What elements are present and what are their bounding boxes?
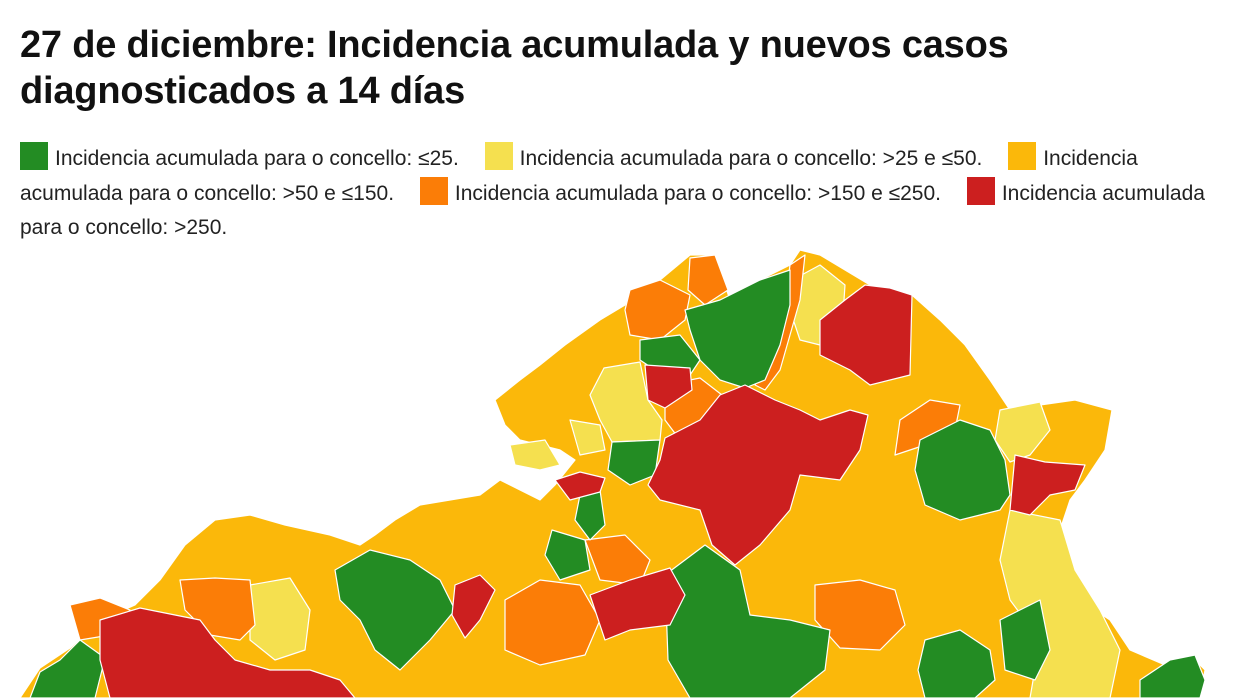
municipality [664, 544, 831, 698]
municipality [917, 629, 996, 698]
municipality [29, 639, 106, 698]
legend-label: Incidencia acumulada para o concello: >5… [20, 147, 1138, 205]
legend-item-50-150: Incidencia acumulada para o concello: >5… [20, 142, 1138, 205]
municipality [687, 254, 729, 306]
map-title: 27 de diciembre: Incidencia acumulada y … [20, 24, 1009, 112]
legend-item-gt250: Incidencia acumulada para o concello: >2… [20, 176, 1205, 240]
municipality [814, 579, 906, 651]
legend-item-25-50: Incidencia acumulada para o concello: >2… [484, 142, 1003, 170]
municipality [644, 364, 693, 409]
legend-label: Incidencia acumulada para o concello: ≤2… [55, 147, 459, 170]
legend-swatch-orange [419, 176, 448, 205]
legend-swatch-amber [1008, 142, 1037, 170]
legend-label: Incidencia acumulada para o concello: >2… [20, 181, 1205, 240]
municipality [1139, 654, 1206, 698]
municipality [999, 509, 1121, 698]
legend-item-150-250: Incidencia acumulada para o concello: >1… [419, 176, 961, 205]
municipality [249, 577, 311, 661]
legend-label: Incidencia acumulada para o concello: >2… [519, 147, 983, 170]
municipality [569, 419, 606, 456]
municipality [914, 419, 1011, 521]
municipality [1009, 454, 1086, 516]
municipality [684, 269, 791, 389]
municipality [99, 607, 356, 698]
municipality [589, 567, 686, 641]
municipality [607, 439, 661, 486]
municipality [999, 599, 1051, 681]
municipality [509, 439, 561, 471]
municipality [554, 471, 606, 501]
municipality [179, 577, 256, 641]
legend: Incidencia acumulada para o concello: ≤2… [20, 142, 1225, 246]
municipality [624, 279, 691, 341]
municipality [334, 549, 456, 671]
legend-item-le25: Incidencia acumulada para o concello: ≤2… [20, 142, 479, 170]
municipality [451, 574, 496, 639]
municipality [647, 384, 869, 566]
municipality [819, 284, 913, 386]
choropleth-map [0, 245, 1248, 698]
municipality-map [19, 249, 1206, 698]
municipality [544, 529, 591, 581]
legend-swatch-light-yellow [484, 142, 513, 170]
municipality [584, 534, 651, 586]
legend-swatch-red [966, 176, 995, 205]
legend-swatch-green [20, 142, 48, 170]
municipality [504, 579, 601, 666]
legend-label: Incidencia acumulada para o concello: >1… [454, 181, 941, 205]
